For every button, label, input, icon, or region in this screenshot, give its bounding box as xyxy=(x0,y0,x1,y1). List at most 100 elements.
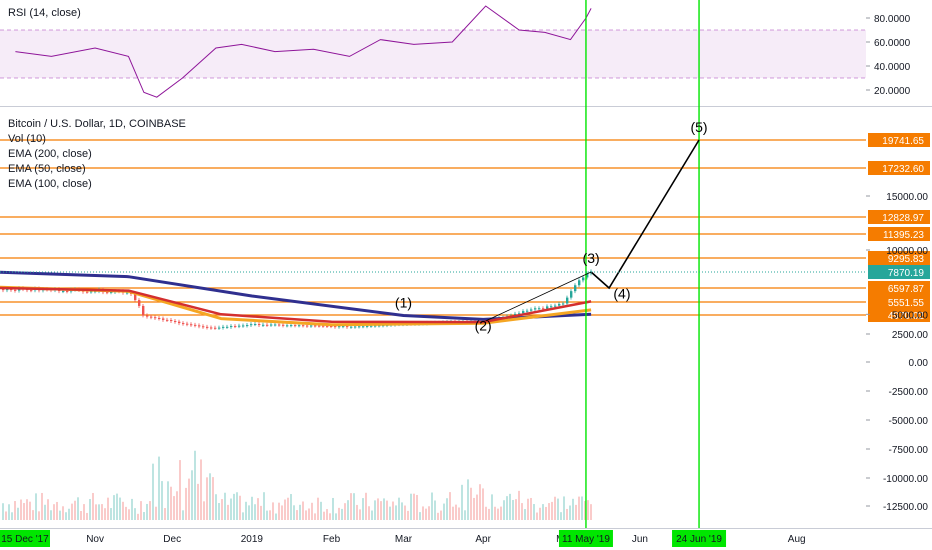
level-label: 11395.23 xyxy=(883,230,924,241)
candle-body xyxy=(566,297,569,304)
current-price-badge xyxy=(868,265,930,279)
candle-body xyxy=(346,326,349,328)
volume-bar xyxy=(467,479,469,520)
volume-bar xyxy=(380,501,382,520)
candle-body xyxy=(286,325,289,327)
candle-body xyxy=(86,291,89,293)
candle-body xyxy=(358,326,361,328)
volume-bar xyxy=(221,499,223,520)
volume-bar xyxy=(239,495,241,520)
volume-bar xyxy=(98,504,100,520)
candle-body xyxy=(298,325,301,327)
candle-body xyxy=(354,326,357,328)
date-badge xyxy=(0,530,50,547)
candle-body xyxy=(218,327,221,329)
candle-body xyxy=(338,326,341,328)
wave-label: (4) xyxy=(613,286,630,302)
candle-body xyxy=(526,310,529,312)
volume-bar xyxy=(5,511,7,520)
level-badge xyxy=(868,251,930,265)
candle-body xyxy=(326,325,329,327)
candle-body xyxy=(206,326,209,328)
volume-bar xyxy=(179,460,181,520)
rsi-axis: 80.0000 60.0000 40.0000 20.0000 xyxy=(866,14,911,97)
volume-bar xyxy=(353,493,355,520)
candle-body xyxy=(334,326,337,328)
volume-bar xyxy=(11,512,13,520)
candle-body xyxy=(250,324,253,326)
time-axis-label: Aug xyxy=(788,534,806,545)
candle-body xyxy=(270,324,273,326)
volume-bar xyxy=(278,502,280,520)
volume-bar xyxy=(323,511,325,520)
candle-body xyxy=(10,289,13,291)
volume-bar xyxy=(197,483,199,520)
candle-body xyxy=(2,289,5,291)
candle-body xyxy=(586,273,589,278)
rsi-axis-label: 20.0000 xyxy=(874,86,911,97)
candle-body xyxy=(230,326,233,328)
candle-body xyxy=(322,325,325,327)
volume-bar xyxy=(347,500,349,520)
candle-body xyxy=(234,326,237,328)
volume-bar xyxy=(242,512,244,520)
volume-bar xyxy=(293,505,295,520)
vertical-markers[interactable] xyxy=(585,0,700,528)
volume-bar xyxy=(200,459,202,520)
volume-bar xyxy=(329,513,331,520)
horizontal-levels[interactable]: 19741.65 17232.60 12828.97 11395.23 9295.83 6… xyxy=(0,133,930,322)
candle-body xyxy=(66,291,69,293)
volume-bar xyxy=(503,500,505,520)
candle-body xyxy=(370,325,373,327)
rsi-legend: RSI (14, close) xyxy=(8,6,81,21)
volume-bar xyxy=(194,450,196,520)
date-badge xyxy=(558,530,613,547)
volume-bar xyxy=(8,504,10,520)
volume-bar xyxy=(299,504,301,520)
candle-body xyxy=(378,325,381,327)
level-badge xyxy=(868,281,930,295)
price-axis-label: 15000.00 xyxy=(886,192,928,203)
volume-bar xyxy=(140,501,142,520)
candle-body xyxy=(182,323,185,325)
volume-bar xyxy=(185,487,187,520)
candle-body xyxy=(362,326,365,328)
volume-bar xyxy=(488,508,490,520)
candle-body xyxy=(574,285,577,292)
candle-body xyxy=(530,309,533,311)
volume-bar xyxy=(554,496,556,520)
wave-path xyxy=(590,139,700,290)
volume-bar xyxy=(428,506,430,520)
volume-bar xyxy=(335,513,337,520)
volume-bar xyxy=(149,501,151,520)
volume-bar xyxy=(320,501,322,520)
volume-bar xyxy=(425,508,427,520)
time-axis-label: Feb xyxy=(323,534,341,545)
volume-bar xyxy=(452,506,454,520)
volume-bar xyxy=(254,504,256,520)
volume-bar xyxy=(356,504,358,520)
volume-bar xyxy=(248,505,250,520)
candle-body xyxy=(550,306,553,308)
volume-bar xyxy=(527,498,529,520)
volume-bar xyxy=(350,493,352,520)
volume-bar xyxy=(341,508,343,520)
volume-bar xyxy=(449,492,451,520)
candle-body xyxy=(202,326,205,328)
price-axis-label: -7500.00 xyxy=(889,445,929,456)
volume-bar xyxy=(44,504,46,520)
volume-bar xyxy=(524,509,526,520)
volume-bar xyxy=(260,505,262,520)
volume-bar xyxy=(80,511,82,520)
volume-bar xyxy=(83,504,85,520)
volume-bar xyxy=(143,512,145,520)
volume-bar xyxy=(287,497,289,520)
current-price-marker: 7870.19 xyxy=(0,265,930,279)
volume-bar xyxy=(290,494,292,520)
candle-body xyxy=(170,320,173,322)
volume-bar xyxy=(563,496,565,520)
elliott-waves[interactable]: (1) (2) (3) (4) (5) xyxy=(395,119,708,334)
candle-body xyxy=(254,324,257,326)
rsi-title: RSI (14, close) xyxy=(8,7,81,19)
